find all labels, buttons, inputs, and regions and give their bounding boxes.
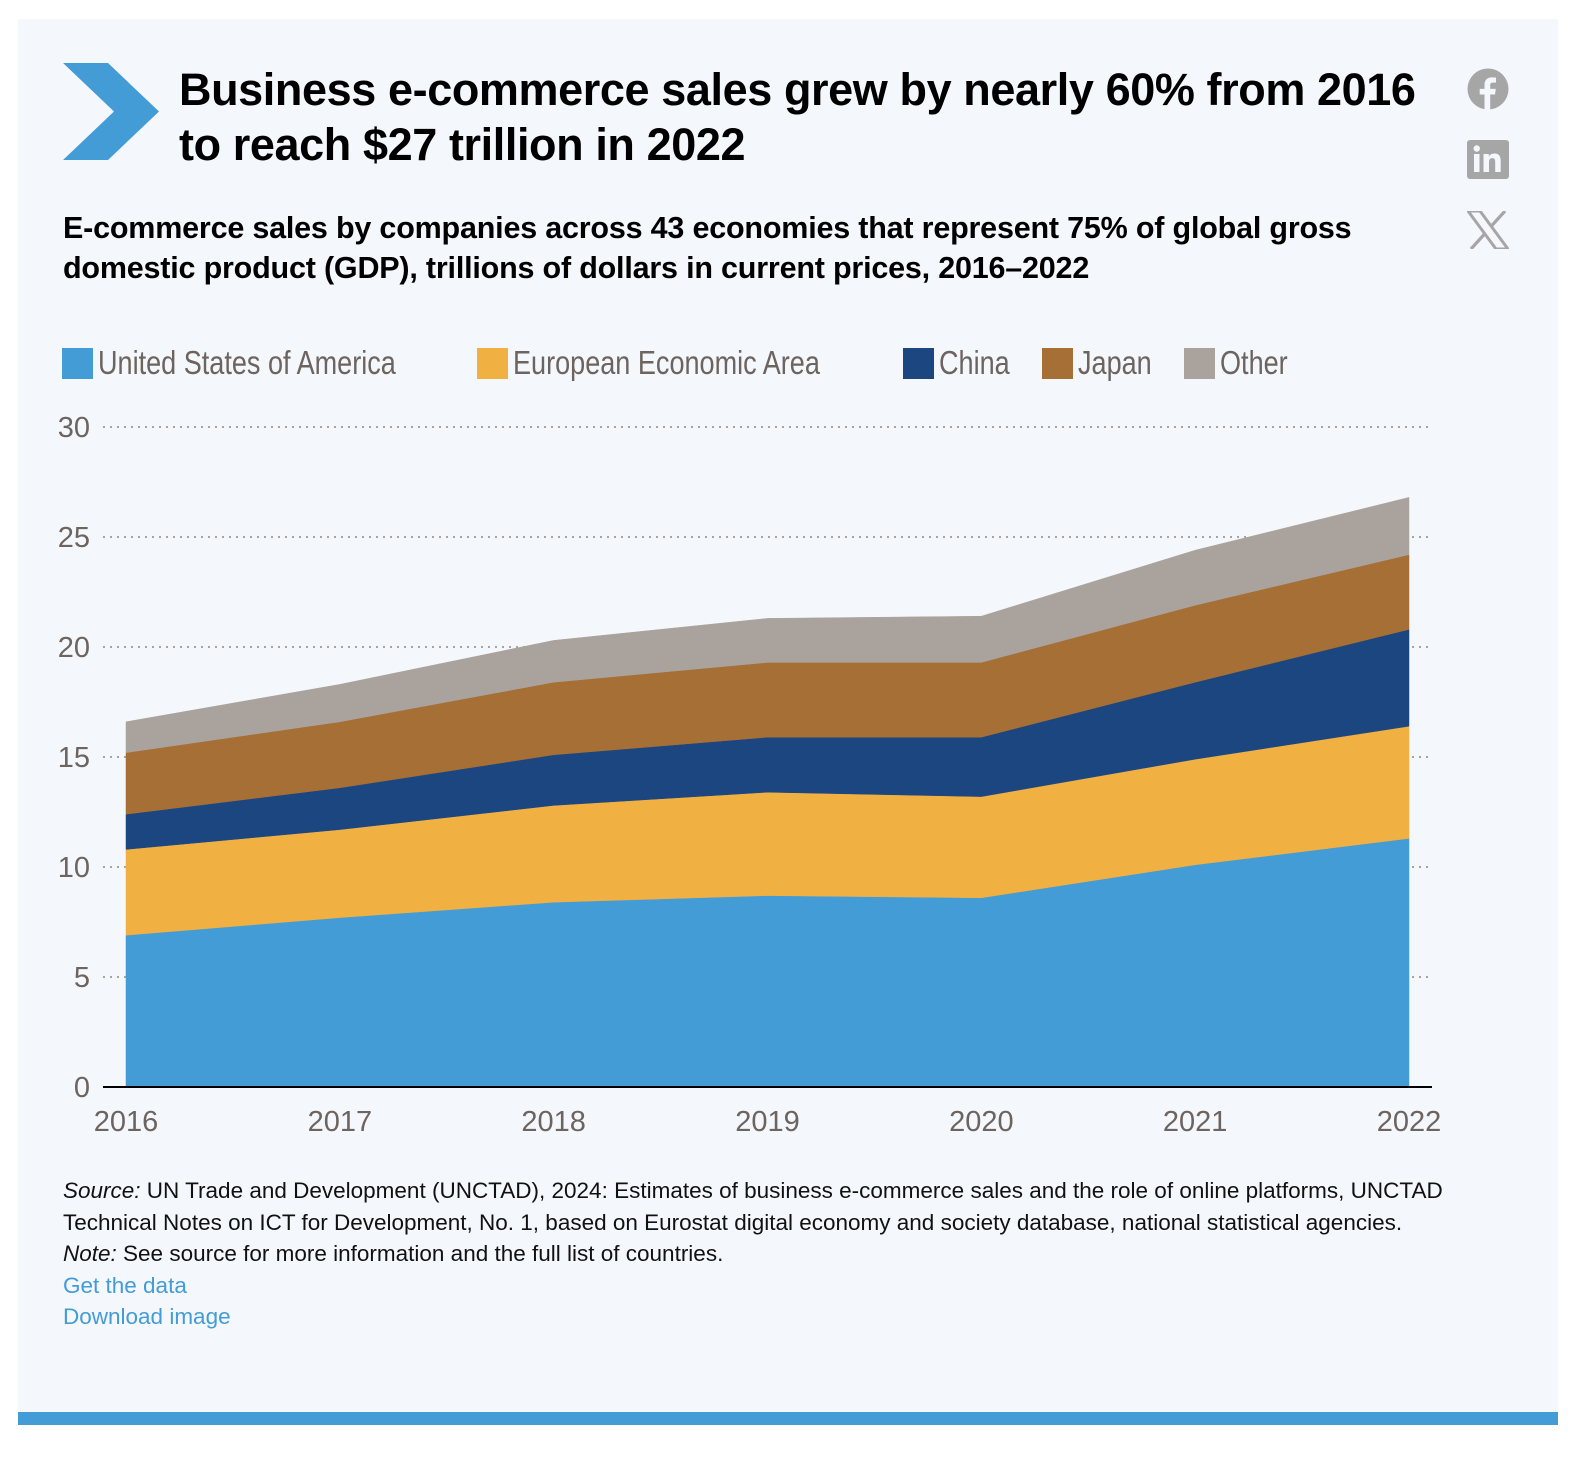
source-text: UN Trade and Development (UNCTAD), 2024:… [63,1178,1443,1235]
chart-legend: United States of America European Econom… [62,343,1318,383]
note: Note: See source for more information an… [63,1238,1533,1270]
linkedin-icon [1467,140,1509,179]
legend-item-other: Other [1183,344,1303,382]
legend-swatch-usa [62,347,93,379]
accent-bar [18,1412,1558,1425]
note-label: Note: [63,1241,117,1266]
chevron-right-icon [63,63,159,160]
legend-swatch-other [1183,347,1215,379]
legend-label-usa: United States of America [98,344,396,381]
legend-label-eea: European Economic Area [513,344,821,381]
x-twitter-icon [1467,211,1509,249]
legend-label-japan: Japan [1077,344,1152,381]
chart-subtitle: E-commerce sales by companies across 43 … [63,211,1352,285]
page-title: Business e-commerce sales grew by nearly… [179,64,1416,170]
get-data-link[interactable]: Get the data [63,1272,187,1298]
download-image-link[interactable]: Download image [63,1304,231,1329]
chart-footer: Source: UN Trade and Development (UNCTAD… [63,1175,1533,1333]
source-label: Source: [63,1178,141,1203]
facebook-icon [1467,68,1509,110]
share-facebook-button[interactable] [1467,68,1509,110]
share-linkedin-button[interactable] [1467,140,1509,179]
legend-label-china: China [939,344,1011,381]
legend-label-other: Other [1219,344,1288,381]
share-x-button[interactable] [1467,211,1509,249]
legend-item-usa: United States of America [62,344,461,382]
legend-item-japan: Japan [1041,344,1168,382]
source-note: Source: UN Trade and Development (UNCTAD… [63,1175,1533,1238]
legend-item-china: China [903,344,1025,382]
legend-swatch-eea [477,347,509,379]
note-text: See source for more information and the … [116,1241,724,1266]
legend-swatch-china [903,347,935,379]
legend-swatch-japan [1041,347,1073,379]
legend-item-eea: European Economic Area [477,344,887,382]
